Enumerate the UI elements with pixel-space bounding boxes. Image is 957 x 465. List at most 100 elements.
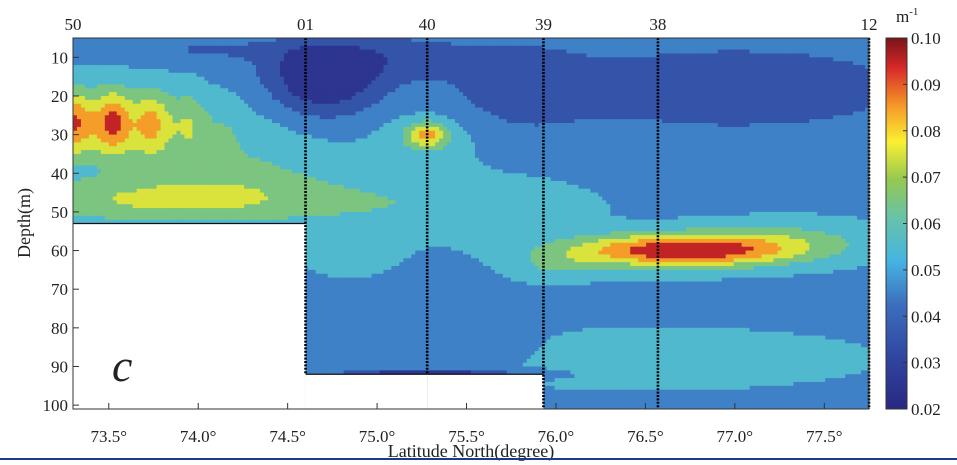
contour-cell bbox=[220, 72, 225, 78]
contour-cell bbox=[232, 142, 237, 147]
contour-cell bbox=[272, 84, 277, 89]
contour-cell bbox=[104, 130, 110, 136]
contour-cell bbox=[128, 72, 134, 78]
contour-cell bbox=[248, 119, 253, 124]
contour-cell bbox=[192, 192, 197, 198]
contour-cell bbox=[208, 45, 213, 51]
contour-cell bbox=[228, 95, 233, 101]
contour-cell bbox=[232, 208, 237, 213]
contour-cell bbox=[180, 204, 186, 209]
contour-cell bbox=[100, 123, 106, 128]
contour-cell bbox=[124, 157, 130, 163]
contour-cell bbox=[256, 107, 261, 113]
contour-cell bbox=[200, 41, 205, 47]
contour-cell bbox=[156, 65, 162, 70]
contour-cell bbox=[272, 76, 277, 82]
contour-cell bbox=[172, 92, 178, 97]
contour-cell bbox=[88, 76, 94, 82]
contour-cell bbox=[216, 184, 221, 190]
contour-cell bbox=[264, 196, 269, 201]
contour-cell bbox=[204, 80, 209, 85]
contour-cell bbox=[148, 80, 154, 85]
contour-cell bbox=[108, 215, 114, 221]
contour-cell bbox=[204, 211, 209, 217]
contour-cell bbox=[136, 215, 142, 221]
contour-cell bbox=[136, 208, 142, 213]
contour-cell bbox=[228, 103, 233, 109]
contour-cell bbox=[160, 130, 166, 136]
contour-cell bbox=[220, 204, 225, 209]
contour-cell bbox=[236, 146, 241, 151]
contour-cell bbox=[236, 184, 241, 190]
contour-cell bbox=[140, 138, 146, 143]
contour-cell bbox=[220, 211, 225, 217]
contour-cell bbox=[108, 177, 114, 182]
contour-cell bbox=[112, 165, 118, 170]
contour-cell bbox=[124, 200, 130, 205]
contour-cell bbox=[128, 150, 134, 155]
contour-cell bbox=[132, 103, 138, 109]
contour-cell bbox=[76, 57, 82, 62]
contour-cell bbox=[212, 161, 217, 167]
contour-cell bbox=[264, 123, 269, 128]
contour-cell bbox=[76, 88, 82, 93]
contour-cell bbox=[244, 111, 249, 116]
contour-cell bbox=[264, 188, 269, 194]
contour-cell bbox=[275, 188, 281, 194]
contour-cell bbox=[216, 65, 221, 70]
contour-cell bbox=[136, 111, 142, 116]
contour-cell bbox=[272, 80, 277, 85]
contour-cell bbox=[236, 180, 241, 186]
contour-cell bbox=[168, 130, 174, 136]
contour-cell bbox=[144, 115, 150, 120]
contour-cell bbox=[208, 142, 213, 147]
contour-cell bbox=[124, 215, 130, 221]
contour-cell bbox=[156, 161, 162, 167]
contour-cell bbox=[172, 157, 178, 163]
contour-cell bbox=[176, 38, 182, 43]
contour-cell bbox=[84, 153, 90, 159]
contour-cell bbox=[136, 138, 142, 143]
contour-cell bbox=[108, 130, 114, 136]
contour-cell bbox=[88, 107, 94, 113]
contour-cell bbox=[172, 68, 178, 74]
contour-cell bbox=[268, 88, 273, 93]
contour-cell bbox=[244, 84, 249, 89]
contour-cell bbox=[88, 88, 94, 93]
contour-cell bbox=[156, 192, 162, 198]
contour-cell bbox=[200, 49, 205, 55]
contour-cell bbox=[196, 173, 201, 178]
contour-cell bbox=[140, 180, 146, 186]
contour-cell bbox=[180, 192, 186, 198]
contour-cell bbox=[212, 165, 217, 170]
contour-cell bbox=[176, 180, 182, 186]
contour-cell bbox=[200, 204, 205, 209]
contour-cell bbox=[236, 65, 241, 70]
contour-cell bbox=[180, 84, 186, 89]
contour-cell bbox=[244, 219, 249, 225]
contour-cell bbox=[192, 200, 197, 205]
contour-cell bbox=[256, 208, 261, 213]
contour-cell bbox=[108, 84, 114, 89]
contour-cell bbox=[252, 204, 257, 209]
contour-cell bbox=[236, 165, 241, 170]
contour-cell bbox=[260, 107, 265, 113]
contour-cell bbox=[76, 219, 82, 225]
contour-cell bbox=[160, 92, 166, 97]
contour-cell bbox=[220, 196, 225, 201]
contour-cell bbox=[84, 53, 90, 58]
contour-cell bbox=[248, 192, 253, 198]
contour-cell bbox=[112, 196, 118, 201]
contour-cell bbox=[228, 200, 233, 205]
contour-cell bbox=[268, 130, 273, 136]
contour-cell bbox=[256, 215, 261, 221]
contour-cell bbox=[80, 157, 86, 163]
contour-cell bbox=[73, 76, 78, 82]
contour-cell bbox=[73, 92, 78, 97]
contour-cell bbox=[192, 150, 197, 155]
contour-cell bbox=[156, 38, 162, 43]
contour-cell bbox=[224, 165, 229, 170]
contour-cell bbox=[128, 153, 134, 159]
contour-cell bbox=[152, 123, 158, 128]
contour-cell bbox=[116, 130, 122, 136]
